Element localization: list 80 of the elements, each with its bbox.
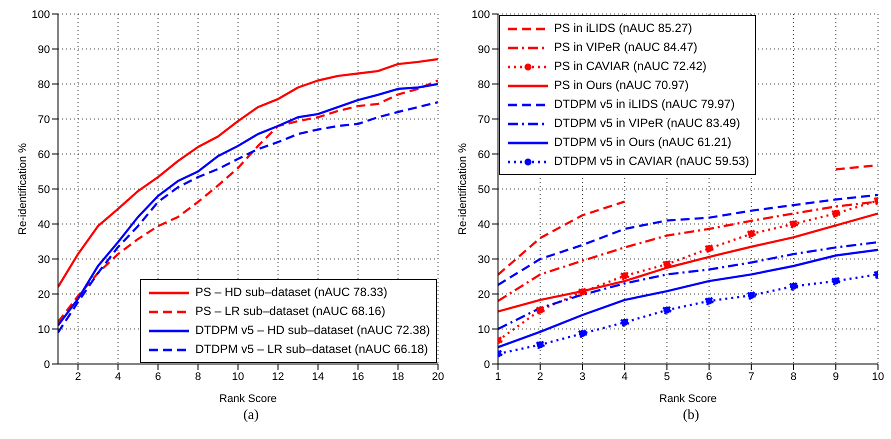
x-tick-label: 4 — [114, 370, 122, 383]
point — [788, 219, 798, 229]
y-tick-label: 10 — [38, 324, 50, 336]
y-tick-label: 20 — [478, 288, 490, 301]
y-tick-label: 0 — [484, 358, 490, 371]
x-tick-label: 1 — [494, 370, 502, 383]
y-tick-label: 20 — [38, 288, 50, 301]
x-tick-label: 6 — [154, 370, 162, 383]
text: (a) — [242, 408, 260, 424]
y-tick-label: 10 — [478, 324, 490, 336]
legend-label: PS – HD sub–dataset (nAUC 78.33) — [195, 284, 388, 301]
point — [620, 271, 630, 280]
x-tick-label: 14 — [312, 370, 324, 383]
y-tick-label: 70 — [478, 114, 490, 126]
x-tick-label: 18 — [392, 370, 404, 383]
text: (b) — [682, 408, 700, 424]
y-tick-label: 30 — [38, 254, 50, 266]
legend-label: DTDPM v5 in iLIDS (nAUC 79.97) — [554, 96, 735, 113]
point — [704, 296, 714, 306]
y-tick-label: 30 — [478, 254, 490, 266]
legend-label: PS in VIPeR (nAUC 84.47) — [554, 39, 698, 56]
y-tick-label: 0 — [44, 358, 50, 371]
x-tick-label: 8 — [790, 370, 797, 383]
y-tick-label: 50 — [478, 184, 490, 196]
legend-label: PS – LR sub–dataset (nAUC 68.16) — [195, 303, 386, 320]
y-tick-label: 60 — [38, 148, 50, 161]
y-tick-label: 90 — [478, 44, 490, 56]
point — [662, 260, 672, 269]
y-tick-label: 40 — [38, 218, 50, 231]
line-series — [498, 241, 878, 330]
point — [536, 340, 545, 350]
x-tick-label: 8 — [194, 370, 202, 383]
x-tick-label: 3 — [579, 370, 586, 383]
legend-label: DTDPM v5 in CAVIAR (nAUC 59.53) — [554, 153, 750, 170]
x-tick-label: 16 — [352, 370, 364, 383]
y-tick-label: 50 — [38, 184, 50, 196]
line-series — [58, 58, 438, 288]
y-tick-label: 80 — [478, 78, 490, 91]
x-tick-label: 10 — [232, 370, 244, 383]
x-tick-label: 4 — [622, 370, 628, 383]
y-axis-title: Re-identification % — [16, 142, 29, 235]
x-tick-label: 2 — [537, 370, 544, 383]
y-axis-title: Re-identification % — [456, 142, 469, 235]
line-series — [498, 194, 878, 286]
y-tick-label: 100 — [32, 8, 50, 21]
line-series — [498, 248, 878, 348]
legend-label: PS in Ours (nAUC 70.97) — [554, 77, 689, 94]
x-tick-label: 10 — [872, 370, 884, 383]
y-tick-label: 70 — [38, 114, 50, 126]
x-tick-label: 5 — [664, 370, 670, 383]
y-tick-label: 100 — [472, 8, 490, 21]
legend-label: DTDPM v5 in Ours (nAUC 61.21) — [554, 134, 732, 151]
point — [578, 287, 588, 296]
point — [620, 318, 630, 327]
x-axis-title: Rank Score — [219, 393, 277, 405]
legend-label: DTDPM v5 in VIPeR (nAUC 83.49) — [554, 115, 740, 132]
legend-label: DTDPM v5 – HD sub–dataset (nAUC 72.38) — [195, 322, 430, 339]
x-tick-label: 12 — [272, 370, 284, 383]
legend-label: DTDPM v5 – LR sub–dataset (nAUC 66.18) — [195, 341, 428, 358]
point — [704, 244, 714, 254]
x-tick-label: 2 — [74, 370, 82, 383]
y-tick-label: 80 — [38, 78, 50, 91]
y-tick-label: 60 — [478, 148, 490, 161]
y-tick-label: 90 — [38, 44, 50, 56]
legend-label: PS in CAVIAR (nAUC 72.42) — [554, 58, 707, 75]
point — [788, 282, 798, 291]
point — [746, 290, 756, 300]
y-tick-label: 40 — [478, 218, 490, 231]
x-tick-label: 20 — [432, 370, 444, 383]
legend-label: PS in iLIDS (nAUC 85.27) — [554, 20, 692, 37]
point — [831, 276, 840, 286]
point — [831, 208, 840, 218]
x-tick-label: 9 — [832, 370, 839, 383]
point — [662, 306, 672, 315]
point — [536, 306, 545, 315]
point — [578, 328, 588, 338]
x-tick-label: 7 — [748, 370, 754, 383]
point — [746, 229, 756, 238]
x-tick-label: 6 — [706, 370, 712, 383]
x-axis-title: Rank Score — [659, 393, 717, 405]
